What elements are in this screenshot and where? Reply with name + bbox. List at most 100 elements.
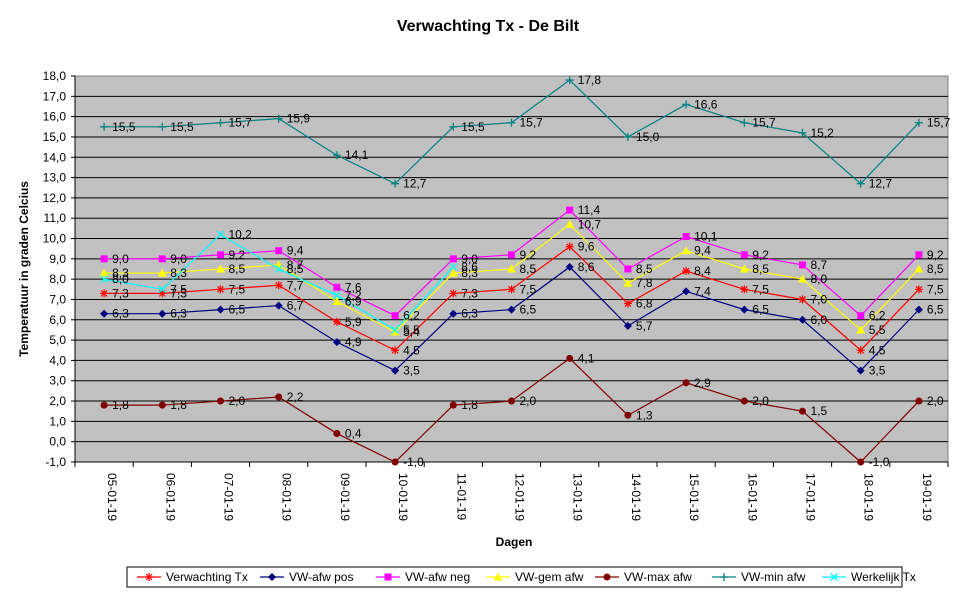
data-label: 7,3 bbox=[170, 286, 187, 300]
legend-marker bbox=[268, 573, 276, 581]
legend-item: Verwachting Tx bbox=[137, 570, 248, 584]
data-point bbox=[216, 118, 225, 127]
data-point bbox=[565, 76, 574, 85]
series-5 bbox=[100, 76, 923, 188]
y-tick-label: 0,0 bbox=[49, 435, 66, 449]
y-tick-label: 13,0 bbox=[43, 171, 67, 185]
data-label: 8,0 bbox=[112, 272, 129, 286]
x-tick-label: 06-01-19 bbox=[163, 473, 177, 521]
data-point bbox=[798, 274, 807, 283]
data-point bbox=[857, 458, 865, 466]
data-point bbox=[624, 265, 632, 273]
x-tick-label: 07-01-19 bbox=[222, 473, 236, 521]
data-label: 7,5 bbox=[752, 282, 769, 296]
data-point bbox=[740, 118, 749, 127]
data-label: 8,4 bbox=[694, 264, 711, 278]
data-label: 9,6 bbox=[578, 240, 595, 254]
legend-item: VW-afw pos bbox=[260, 570, 353, 584]
data-label: 1,8 bbox=[461, 398, 478, 412]
legend-marker bbox=[493, 572, 503, 581]
series-group bbox=[99, 76, 924, 466]
data-label: 4,1 bbox=[578, 351, 595, 365]
data-label: 1,8 bbox=[170, 398, 187, 412]
data-point bbox=[508, 397, 515, 405]
data-point bbox=[158, 289, 167, 298]
data-label: 8,5 bbox=[636, 262, 653, 276]
legend-item: VW-min afw bbox=[712, 570, 806, 584]
data-point bbox=[682, 100, 691, 109]
data-point bbox=[390, 327, 400, 336]
series-4 bbox=[100, 354, 923, 466]
data-point bbox=[798, 295, 807, 304]
data-point bbox=[682, 379, 690, 387]
data-point bbox=[216, 230, 225, 239]
data-label: 11,4 bbox=[578, 203, 601, 217]
data-label: 7,8 bbox=[636, 276, 653, 290]
y-tick-label: 16,0 bbox=[43, 110, 67, 124]
data-point bbox=[216, 285, 225, 294]
data-point bbox=[740, 397, 748, 405]
data-label: 7,0 bbox=[811, 292, 828, 306]
data-label: 6,2 bbox=[403, 309, 420, 323]
data-label: 8,3 bbox=[461, 266, 478, 280]
data-point bbox=[391, 366, 400, 375]
data-point bbox=[449, 263, 458, 271]
data-label: 9,2 bbox=[520, 248, 537, 262]
data-point bbox=[856, 325, 866, 334]
data-point bbox=[158, 255, 166, 263]
y-tick-label: 3,0 bbox=[49, 374, 66, 388]
data-label: 15,7 bbox=[927, 116, 951, 130]
series-6 bbox=[100, 230, 458, 334]
y-tick-label: 11,0 bbox=[44, 211, 67, 225]
data-label: 15,5 bbox=[112, 120, 136, 134]
x-tick-label: 19-01-19 bbox=[920, 473, 934, 521]
data-label: 6,0 bbox=[811, 313, 828, 327]
data-point bbox=[914, 285, 923, 294]
data-label: 12,7 bbox=[403, 177, 427, 191]
y-tick-label: 18,0 bbox=[43, 69, 67, 83]
x-tick-label: 08-01-19 bbox=[280, 473, 294, 521]
axes bbox=[74, 76, 948, 463]
x-tick-label: 15-01-19 bbox=[687, 473, 701, 521]
data-label: 6,7 bbox=[287, 299, 304, 313]
data-point bbox=[100, 255, 108, 263]
data-label: 8,3 bbox=[170, 266, 187, 280]
data-point bbox=[217, 251, 224, 259]
data-label: 8,5 bbox=[287, 262, 304, 276]
data-label: 7,3 bbox=[112, 286, 129, 300]
data-label: 2,9 bbox=[694, 376, 711, 390]
data-point bbox=[682, 287, 691, 296]
data-label: 7,5 bbox=[170, 282, 187, 296]
data-point bbox=[914, 264, 924, 273]
data-label: 7,7 bbox=[287, 278, 304, 292]
data-point bbox=[799, 407, 806, 415]
data-label: -1,0 bbox=[869, 455, 890, 469]
data-label: 6,2 bbox=[869, 309, 886, 323]
legend-label: Werkelijk Tx bbox=[851, 570, 916, 584]
x-tick-label: 14-01-19 bbox=[629, 473, 643, 521]
data-point bbox=[739, 264, 749, 273]
data-label: 15,2 bbox=[811, 126, 835, 140]
data-point bbox=[391, 458, 399, 466]
data-label: -1,0 bbox=[403, 455, 424, 469]
data-point bbox=[740, 251, 748, 259]
data-point bbox=[391, 346, 400, 355]
data-label: 3,5 bbox=[403, 364, 420, 378]
x-tick-label: 10-01-19 bbox=[396, 473, 410, 521]
data-label: 2,2 bbox=[287, 390, 304, 404]
data-label: 9,2 bbox=[752, 248, 769, 262]
data-label: 8,5 bbox=[927, 262, 944, 276]
y-tick-label: 5,0 bbox=[49, 333, 66, 347]
legend-marker bbox=[603, 573, 611, 581]
data-label: 10,7 bbox=[578, 217, 602, 231]
legend-marker bbox=[830, 573, 838, 581]
data-point bbox=[100, 122, 109, 131]
data-label: 8,3 bbox=[112, 266, 129, 280]
data-point bbox=[449, 255, 457, 263]
data-point bbox=[100, 275, 109, 284]
data-label: 7,5 bbox=[927, 282, 944, 296]
data-point bbox=[856, 346, 865, 355]
y-axis-ticks: -1,0 0,0 1,0 2,0 3,0 4,0 5,0 6,0 7,0 8,0 9,0 10,0 11… bbox=[43, 69, 75, 469]
data-label: 15,7 bbox=[752, 116, 776, 130]
